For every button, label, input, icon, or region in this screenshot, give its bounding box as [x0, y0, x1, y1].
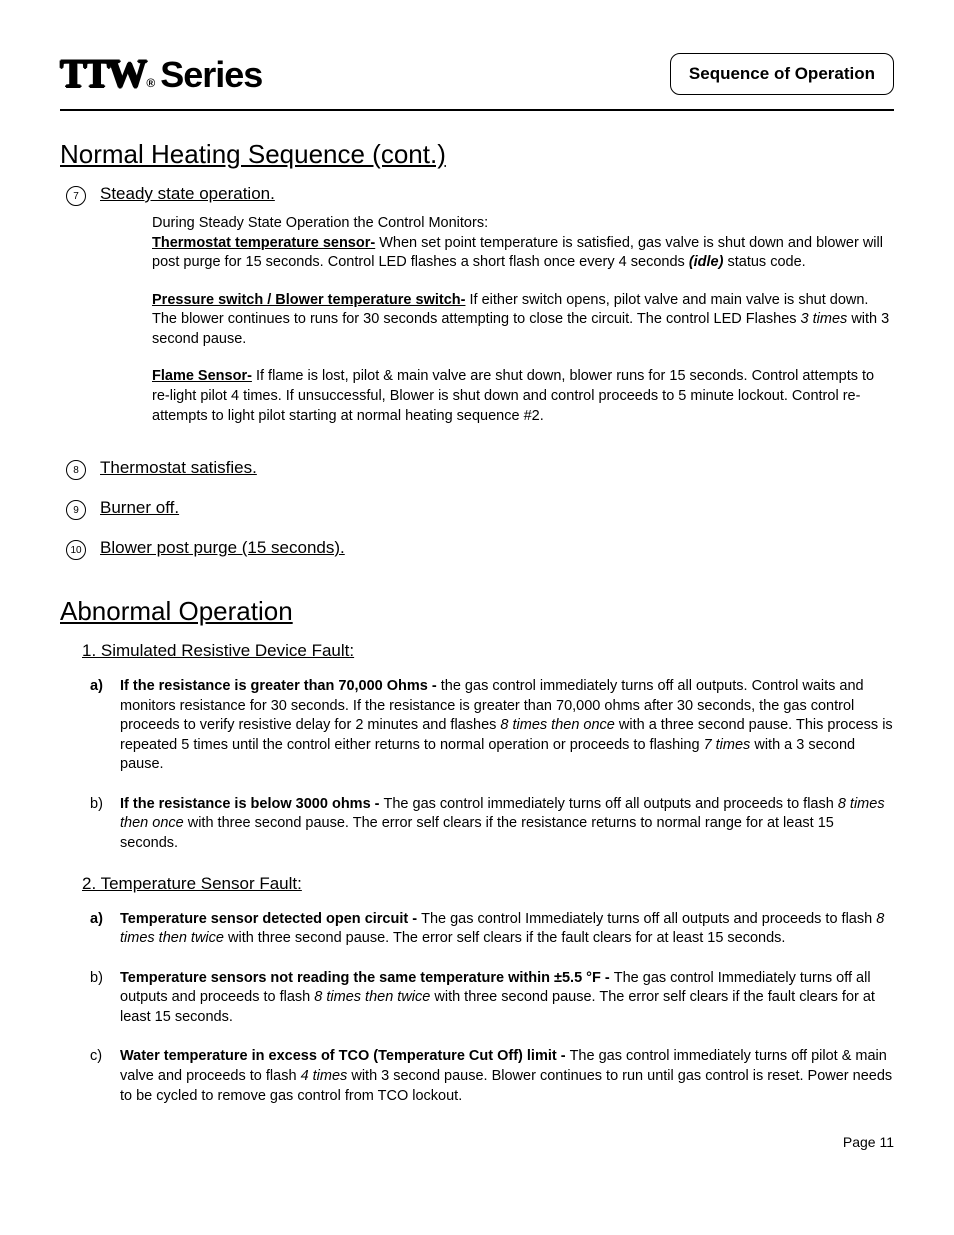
fault2-a: a) Temperature sensor detected open circ…: [90, 910, 894, 949]
step-8: 8 Thermostat satisfies.: [66, 458, 894, 480]
p2-lead: Pressure switch / Blower temperature swi…: [152, 292, 465, 308]
p3-body: If flame is lost, pilot & main valve are…: [152, 368, 874, 423]
step-number-7: 7: [66, 186, 86, 206]
step-7-intro: During Steady State Operation the Contro…: [152, 214, 894, 234]
f1b-b2: with three second pause. The error self …: [120, 815, 834, 851]
p1-lead: Thermostat temperature sensor-: [152, 235, 375, 251]
step-7-heading: Steady state operation.: [100, 184, 894, 204]
f2a-b2: with three second pause. The error self …: [224, 930, 786, 946]
step-7: 7 Steady state operation.: [66, 184, 894, 206]
f2b-lead: Temperature sensors not reading the same…: [120, 970, 614, 986]
step-7-content: Steady state operation.: [100, 184, 894, 206]
fault1-b: b) If the resistance is below 3000 ohms …: [90, 795, 894, 854]
fault2-b-label: b): [90, 969, 110, 1028]
fault2-b-text: Temperature sensors not reading the same…: [120, 969, 894, 1028]
p1-idle: (idle): [689, 254, 724, 270]
logo-ttw: TTW: [60, 50, 144, 97]
step-8-heading: Thermostat satisfies.: [100, 458, 257, 478]
f1b-b1: The gas control immediately turns off al…: [384, 796, 838, 812]
p2-times: 3 times: [801, 311, 848, 327]
step-number-10: 10: [66, 540, 86, 560]
step-number-9: 9: [66, 500, 86, 520]
step-7-p1: Thermostat temperature sensor- When set …: [152, 234, 894, 273]
fault1-a-text: If the resistance is greater than 70,000…: [120, 677, 894, 775]
header-box: Sequence of Operation: [670, 53, 894, 95]
page-container: TTW ® Series Sequence of Operation Norma…: [0, 0, 954, 1190]
page-number: Page 11: [60, 1134, 894, 1150]
fault2-c: c) Water temperature in excess of TCO (T…: [90, 1047, 894, 1106]
step-number-8: 8: [66, 460, 86, 480]
f1a-lead: If the resistance is greater than 70,000…: [120, 678, 441, 694]
f2c-lead: Water temperature in excess of TCO (Temp…: [120, 1048, 570, 1064]
fault2-c-label: c): [90, 1047, 110, 1106]
p3-lead: Flame Sensor-: [152, 368, 252, 384]
fault1-a: a) If the resistance is greater than 70,…: [90, 677, 894, 775]
fault2-a-label: a): [90, 910, 110, 949]
f1b-lead: If the resistance is below 3000 ohms -: [120, 796, 384, 812]
step-9-heading: Burner off.: [100, 498, 179, 518]
step-10-heading: Blower post purge (15 seconds).: [100, 538, 345, 558]
page-header: TTW ® Series Sequence of Operation: [60, 50, 894, 97]
f2a-lead: Temperature sensor detected open circuit…: [120, 911, 421, 927]
fault2-a-text: Temperature sensor detected open circuit…: [120, 910, 894, 949]
fault1-b-label: b): [90, 795, 110, 854]
fault2-b: b) Temperature sensors not reading the s…: [90, 969, 894, 1028]
section-title-normal: Normal Heating Sequence (cont.): [60, 139, 894, 170]
step-7-p2: Pressure switch / Blower temperature swi…: [152, 291, 894, 350]
fault1-a-label: a): [90, 677, 110, 775]
f2b-t: 8 times then twice: [314, 989, 430, 1005]
f2a-b1: The gas control Immediately turns off al…: [421, 911, 876, 927]
fault2-heading: 2. Temperature Sensor Fault:: [82, 874, 894, 894]
step-10: 10 Blower post purge (15 seconds).: [66, 538, 894, 560]
fault1-b-text: If the resistance is below 3000 ohms - T…: [120, 795, 894, 854]
step-9: 9 Burner off.: [66, 498, 894, 520]
logo-series: Series: [160, 54, 262, 96]
fault2-c-text: Water temperature in excess of TCO (Temp…: [120, 1047, 894, 1106]
registered-icon: ®: [146, 76, 154, 90]
f1a-t1: 8 times then once: [500, 717, 614, 733]
header-rule: [60, 109, 894, 111]
step-7-p3: Flame Sensor- If flame is lost, pilot & …: [152, 367, 894, 426]
logo: TTW ® Series: [60, 50, 262, 97]
f1a-t2: 7 times: [704, 737, 751, 753]
fault1-heading: 1. Simulated Resistive Device Fault:: [82, 641, 894, 661]
p1-end: status code.: [723, 254, 805, 270]
section-title-abnormal: Abnormal Operation: [60, 596, 894, 627]
f2c-t: 4 times: [301, 1068, 348, 1084]
